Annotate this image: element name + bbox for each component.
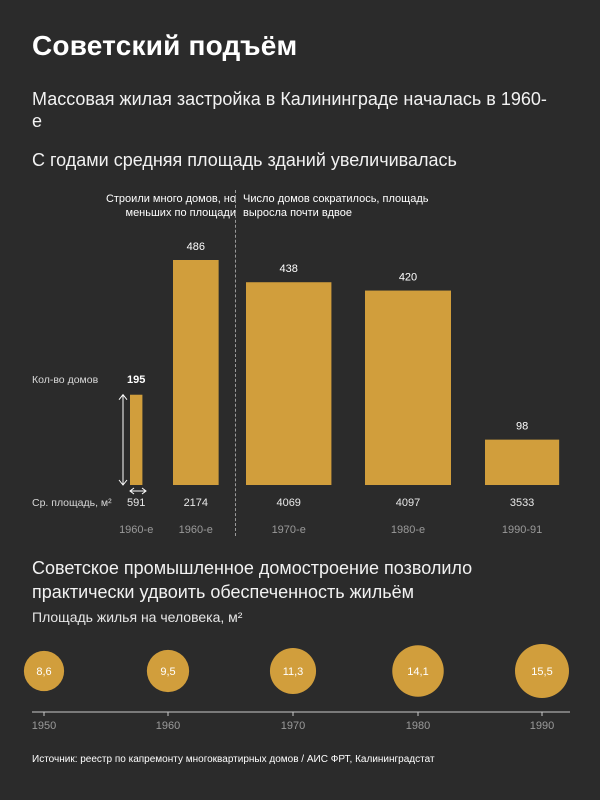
x-axis-tick-label: 1980 xyxy=(406,720,430,732)
bubble-value-label: 11,3 xyxy=(283,666,304,678)
count-row-label: Кол-во домов xyxy=(32,374,99,386)
housing-per-person-bubble-chart: 8,6 1950 9,5 1960 11,3 1970 14,1 1980 15,5 1990 xyxy=(23,644,570,732)
bar xyxy=(130,394,143,485)
x-axis-tick-label: 1970 xyxy=(281,720,305,732)
count-data-label: 195 xyxy=(127,374,145,386)
count-data-label: 420 xyxy=(399,272,417,284)
value-bubble xyxy=(269,647,317,695)
count-data-label: 98 xyxy=(516,421,528,433)
category-tick-label: 1960-е xyxy=(179,524,213,536)
bubble-value-label: 9,5 xyxy=(160,666,175,678)
area-data-label: 4097 xyxy=(396,497,420,509)
area-row-label: Ср. площадь, м² xyxy=(32,497,112,509)
source-note: Источник: реестр по капремонту многоквар… xyxy=(32,754,435,765)
bar xyxy=(485,439,560,485)
category-tick-label: 1990-91 xyxy=(502,524,542,536)
bubble-value-label: 15,5 xyxy=(531,666,552,678)
bubble-value-label: 14,1 xyxy=(407,666,428,678)
category-tick-label: 1980-е xyxy=(391,524,425,536)
count-data-label: 486 xyxy=(187,241,205,253)
area-data-label: 591 xyxy=(127,497,145,509)
annotation-fewer-larger-houses: Число домов сократилось, площадь выросла… xyxy=(243,193,429,219)
x-axis-tick-label: 1990 xyxy=(530,720,554,732)
page-subtitle: Массовая жилая застройка в Калининграде … xyxy=(32,89,547,131)
section-heading-housing-per-person: Советское промышленное домостроение позв… xyxy=(32,558,473,602)
x-axis-tick-label: 1960 xyxy=(156,720,180,732)
annotation-many-small-houses: Строили много домов, но меньших по площа… xyxy=(105,193,236,219)
area-data-label: 4069 xyxy=(276,497,300,509)
count-data-label: 438 xyxy=(280,263,298,275)
arrow-head-down xyxy=(118,479,128,486)
bar xyxy=(173,260,219,485)
area-data-label: 2174 xyxy=(184,497,208,509)
category-tick-label: 1960-е xyxy=(119,524,153,536)
arrow-head-right xyxy=(141,487,147,495)
value-bubble xyxy=(23,650,65,692)
houses-bar-chart: Кол-во домов Ср. площадь, м² 195 591 1960-е 4… xyxy=(32,241,560,536)
bar xyxy=(365,290,451,485)
section-heading-building-area: С годами средняя площадь зданий увеличив… xyxy=(32,150,457,170)
arrow-head-left xyxy=(129,487,135,495)
category-tick-label: 1970-е xyxy=(272,524,306,536)
value-bubble xyxy=(515,644,569,698)
x-axis-tick-label: 1950 xyxy=(32,720,56,732)
bubble-value-label: 8,6 xyxy=(36,666,51,678)
chart-subtitle-area-per-person: Площадь жилья на человека, м² xyxy=(32,609,243,625)
arrow-head-up xyxy=(118,393,128,401)
period-divider xyxy=(235,190,236,536)
page-title: Советский подъём xyxy=(32,30,298,61)
value-bubble xyxy=(146,649,190,693)
value-bubble xyxy=(392,645,444,697)
bar xyxy=(246,282,332,485)
area-data-label: 3533 xyxy=(510,497,534,509)
